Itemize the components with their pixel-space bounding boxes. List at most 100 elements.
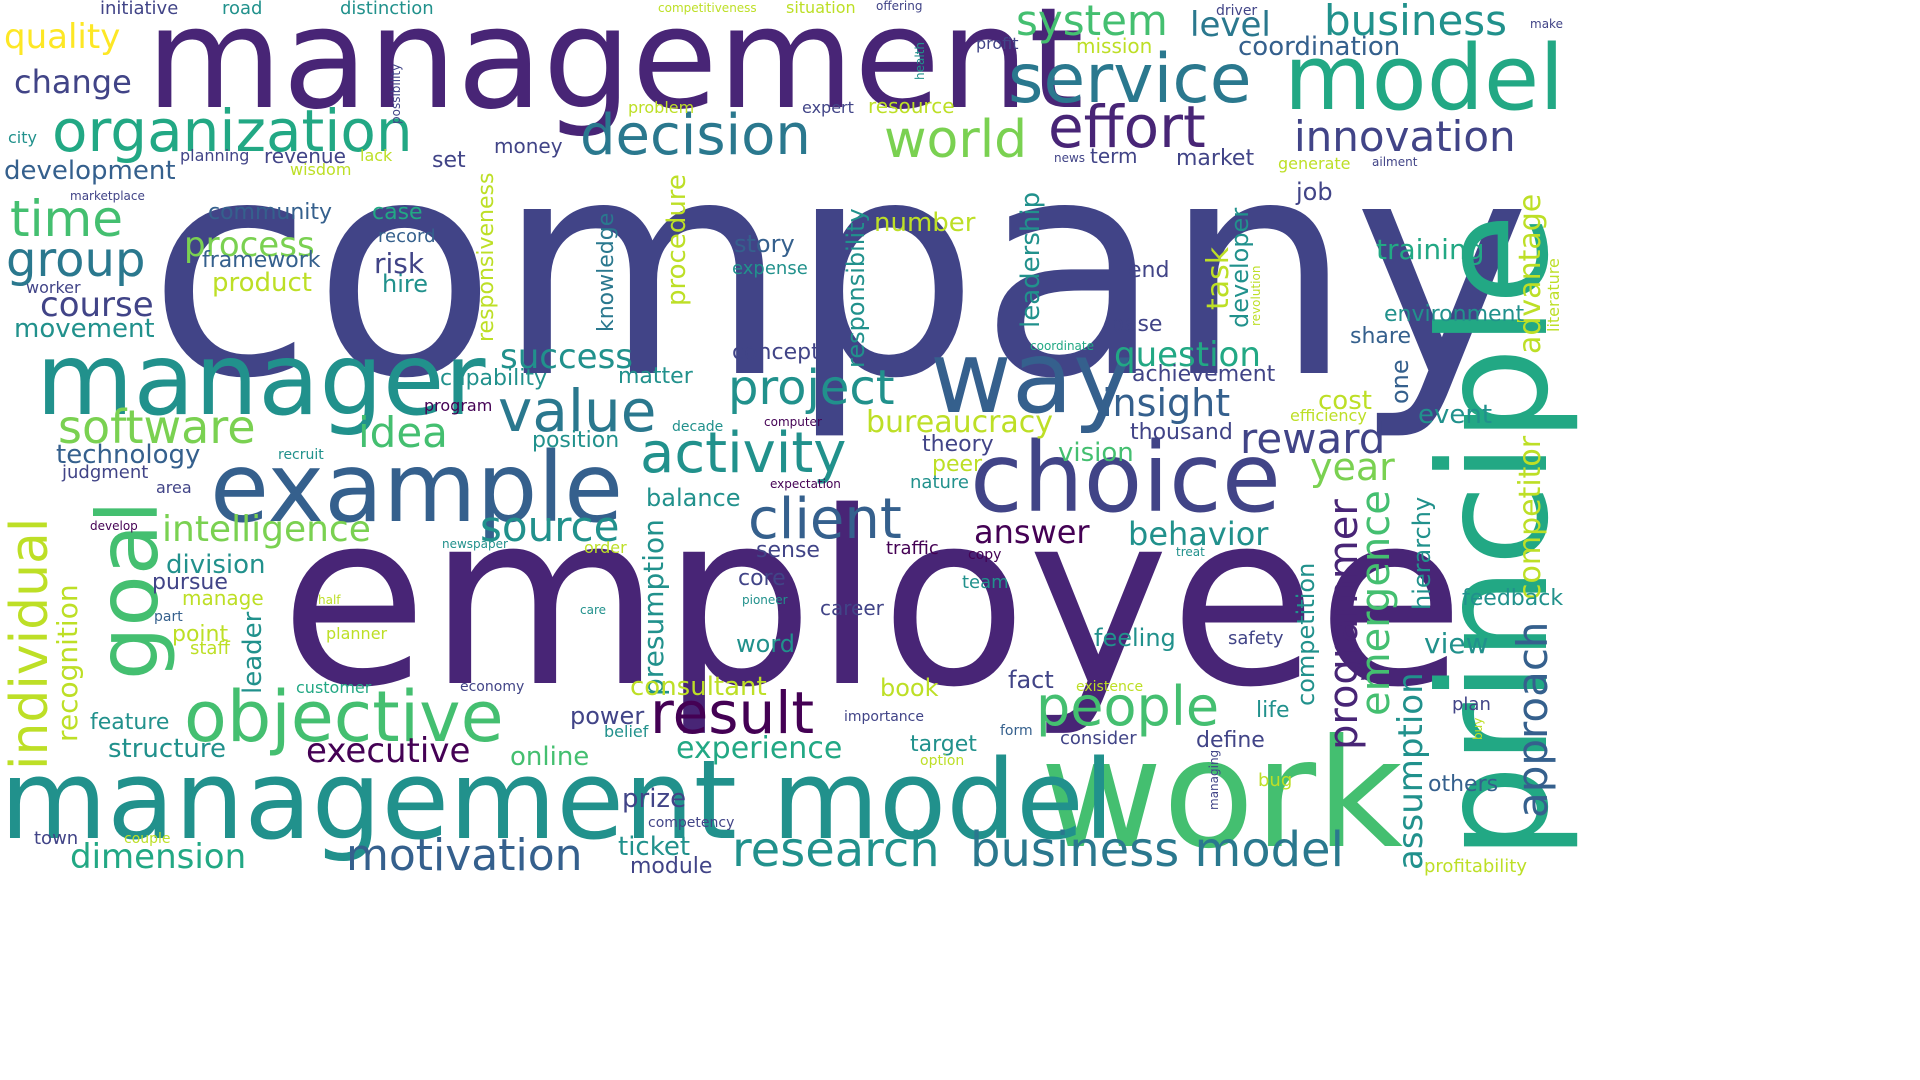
word-business-model: business model	[970, 822, 1344, 878]
word-responsiveness: responsiveness	[474, 172, 499, 342]
word-share: share	[1350, 324, 1411, 349]
word-life: life	[1256, 698, 1290, 723]
word-number: number	[874, 208, 976, 238]
word-staff: staff	[190, 638, 230, 659]
word-dimension: dimension	[70, 837, 247, 877]
word-leadership: leadership	[1016, 191, 1046, 328]
word-pioneer: pioneer	[742, 593, 788, 607]
word-prize: prize	[622, 784, 687, 814]
word-distinction: distinction	[340, 0, 434, 19]
word-peer: peer	[932, 452, 983, 477]
word-innovation: innovation	[1294, 112, 1516, 161]
word-way: way	[930, 319, 1133, 436]
word-pursue: pursue	[152, 570, 228, 595]
word-bureaucracy: bureaucracy	[866, 405, 1054, 440]
word-term: term	[1090, 144, 1138, 168]
word-manager: manager	[36, 321, 486, 438]
word-word: word	[736, 630, 795, 658]
word-source: source	[480, 502, 620, 551]
word-define: define	[1196, 728, 1265, 753]
word-individual: individual	[0, 517, 60, 770]
word-quality: quality	[4, 17, 121, 57]
word-hierarchy: hierarchy	[1408, 496, 1436, 610]
word-consultant: consultant	[630, 672, 767, 702]
word-development: development	[4, 156, 176, 186]
word-question: question	[1114, 335, 1261, 375]
word-division: division	[166, 550, 266, 580]
word-environment: environment	[1384, 302, 1525, 327]
word-matter: matter	[618, 364, 693, 389]
word-ticket: ticket	[618, 832, 691, 862]
word-competitor: competitor	[1513, 435, 1548, 600]
word-choice: choice	[970, 422, 1281, 534]
word-newspaper: newspaper	[442, 537, 508, 551]
word-service: service	[1008, 40, 1252, 119]
word-activity: activity	[640, 421, 847, 486]
word-concept: concept	[732, 340, 820, 365]
word-profit: profit	[976, 34, 1019, 53]
word-money: money	[494, 134, 563, 158]
word-organization: organization	[52, 97, 413, 165]
word-expense: expense	[732, 258, 808, 279]
word-feature: feature	[90, 710, 170, 735]
word-computer: computer	[764, 415, 822, 429]
word-copy: copy	[968, 547, 1002, 563]
word-technology: technology	[56, 440, 201, 470]
word-expectation: expectation	[770, 477, 841, 491]
word-experience: experience	[676, 731, 843, 766]
word-possibility: possibility	[389, 63, 403, 124]
word-problem: problem	[628, 98, 695, 117]
word-point: point	[172, 622, 229, 647]
word-couple: couple	[124, 831, 171, 847]
word-planning: planning	[180, 146, 250, 165]
word-theory: theory	[922, 432, 994, 457]
word-treat: treat	[1176, 545, 1205, 559]
word-order: order	[584, 538, 627, 557]
word-program: program	[424, 396, 493, 415]
word-community: community	[208, 200, 333, 225]
word-competency: competency	[648, 815, 735, 831]
word-revenue: revenue	[264, 144, 346, 168]
word-lack: lack	[360, 146, 393, 165]
word-structure: structure	[108, 734, 226, 764]
word-thousand: thousand	[1130, 420, 1233, 445]
word-cost: cost	[1318, 386, 1372, 416]
word-employee: employee	[280, 460, 1465, 740]
word-coordination: coordination	[1238, 32, 1401, 62]
word-expert: expert	[802, 98, 854, 117]
word-care: care	[580, 603, 607, 617]
word-example: example	[210, 432, 624, 544]
word-manage: manage	[182, 586, 264, 610]
word-capability: capability	[440, 366, 547, 391]
word-existence: existence	[1076, 679, 1144, 695]
word-news: news	[1054, 151, 1086, 165]
word-consider: consider	[1060, 728, 1137, 749]
word-training: training	[1376, 233, 1485, 266]
word-target: target	[910, 732, 977, 757]
word-result: result	[650, 679, 815, 747]
word-buy: buy	[1471, 717, 1485, 740]
word-make: make	[1530, 17, 1563, 31]
word-responsibility: responsibility	[842, 208, 870, 368]
word-management-model: management model	[0, 736, 1115, 864]
word-model: model	[1284, 26, 1565, 131]
word-project: project	[728, 360, 895, 416]
word-risk: risk	[374, 247, 425, 280]
word-software: software	[58, 400, 256, 454]
word-profitability: profitability	[1424, 856, 1528, 877]
word-market: market	[1176, 146, 1255, 171]
word-business: business	[1324, 0, 1508, 45]
word-situation: situation	[786, 0, 856, 17]
word-traffic: traffic	[886, 538, 939, 559]
word-story: story	[734, 230, 795, 258]
word-value: value	[498, 377, 657, 445]
word-recruit: recruit	[278, 447, 324, 463]
word-case: case	[372, 200, 423, 225]
word-sense: sense	[756, 538, 820, 563]
word-people: people	[1036, 675, 1220, 738]
word-emergence: emergence	[1353, 490, 1399, 716]
word-half: half	[318, 593, 341, 607]
word-movement: movement	[14, 314, 155, 344]
word-idea: idea	[358, 408, 448, 457]
word-job: job	[1296, 178, 1333, 206]
